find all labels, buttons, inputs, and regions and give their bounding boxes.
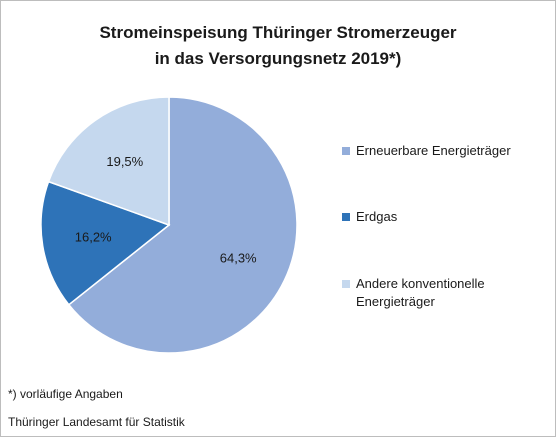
legend-label-andere-line-1: Andere konventionelle: [356, 276, 485, 291]
chart-title-line-1: Stromeinspeisung Thüringer Stromerzeuger: [99, 23, 457, 42]
footnote-source: Thüringer Landesamt für Statistik: [8, 415, 185, 429]
footnote-preliminary: *) vorläufige Angaben: [8, 387, 123, 401]
chart-title: Stromeinspeisung Thüringer Stromerzeuger…: [0, 20, 556, 72]
legend-item-erdgas: Erdgas: [342, 208, 546, 226]
data-label-erneuerbare: 64,3%: [220, 250, 257, 265]
pie-slice-erdgas: [40, 180, 171, 306]
data-label-erdgas: 16,2%: [75, 230, 112, 245]
legend-swatch-erneuerbare: [342, 147, 350, 155]
pie-slice-erneuerbare: [67, 96, 298, 354]
legend-label-erneuerbare: Erneuerbare Energieträger: [356, 143, 511, 158]
legend-label-erdgas: Erdgas: [356, 209, 398, 224]
chart-title-line-2: in das Versorgungsnetz 2019*): [154, 49, 402, 68]
legend-label-andere-line-2: Energieträger: [356, 294, 435, 309]
legend-swatch-erdgas: [342, 213, 350, 221]
data-label-andere: 19,5%: [106, 154, 143, 169]
legend-item-andere: Andere konventionelle Energieträger: [342, 275, 546, 311]
legend-item-erneuerbare: Erneuerbare Energieträger: [342, 142, 546, 160]
legend-swatch-andere: [342, 280, 350, 288]
pie-slice-andere: [47, 96, 170, 227]
